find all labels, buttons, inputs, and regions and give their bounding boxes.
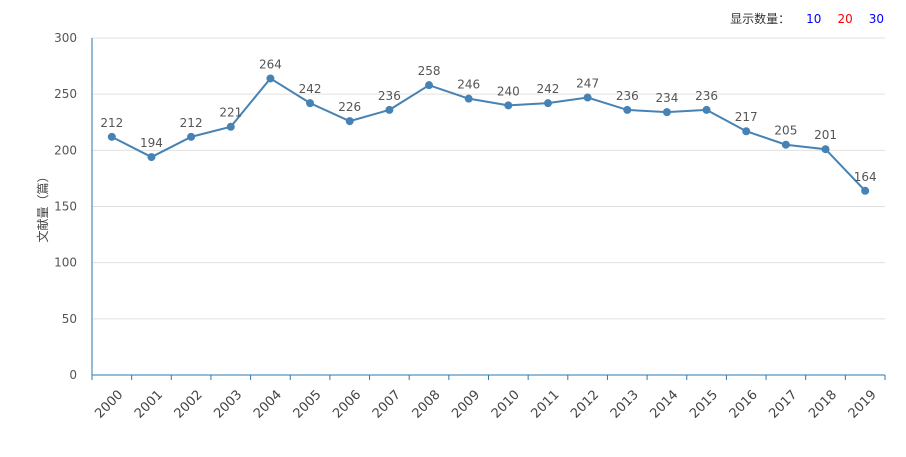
x-tick-label: 2015 (687, 388, 721, 422)
y-tick-label: 300 (54, 31, 77, 45)
x-tick-label: 2009 (449, 388, 483, 422)
y-axis-title: 文献量（篇） (35, 170, 50, 242)
y-tick-label: 100 (54, 256, 77, 270)
y-tick-label: 150 (54, 200, 77, 214)
x-tick-label: 2000 (92, 388, 126, 422)
x-tick-label: 2001 (132, 388, 166, 422)
x-tick-label: 2013 (608, 388, 642, 422)
x-tick-label: 2018 (806, 388, 840, 422)
data-label: 194 (140, 136, 163, 150)
data-point (107, 132, 116, 141)
x-tick-label: 2006 (330, 388, 364, 422)
x-tick-label: 2014 (647, 388, 681, 422)
data-point (702, 105, 711, 114)
data-label: 212 (180, 116, 203, 130)
x-tick-label: 2019 (846, 388, 880, 422)
x-tick-label: 2005 (291, 388, 325, 422)
data-label: 242 (537, 82, 560, 96)
data-label: 236 (616, 89, 639, 103)
data-label: 226 (338, 100, 361, 114)
x-tick-label: 2007 (370, 388, 404, 422)
data-point (425, 81, 434, 90)
x-tick-label: 2002 (172, 388, 206, 422)
grid-lines (92, 37, 885, 320)
data-label: 221 (219, 106, 242, 120)
data-point (266, 74, 275, 83)
data-point (385, 105, 394, 114)
display-count-option-10[interactable]: 10 (806, 11, 822, 26)
data-label: 236 (695, 89, 718, 103)
data-labels: 212 194 212 221 264 242 226 236 258 246 240 242 247 2… (100, 57, 876, 183)
display-count-control: 显示数量： 10 20 30 (730, 10, 884, 27)
data-point (662, 108, 671, 117)
data-label: 258 (418, 64, 441, 78)
x-tick-label: 2010 (489, 388, 523, 422)
x-tick-label: 2012 (568, 388, 602, 422)
data-label: 164 (854, 170, 877, 184)
data-label: 240 (497, 84, 520, 98)
data-point (543, 99, 552, 108)
data-label: 236 (378, 89, 401, 103)
y-tick-label: 50 (62, 312, 77, 326)
series-layer (107, 74, 870, 195)
data-point (623, 105, 632, 114)
display-count-option-30[interactable]: 30 (868, 11, 884, 26)
data-point (742, 127, 751, 136)
data-point (187, 132, 196, 141)
x-tick-label: 2011 (528, 388, 562, 422)
data-point (306, 99, 315, 108)
data-point (345, 117, 354, 126)
x-tick-label: 2017 (766, 388, 800, 422)
data-point (583, 93, 592, 102)
y-tick-label: 250 (54, 87, 77, 101)
x-tick-label: 2008 (410, 388, 444, 422)
x-tick-label: 2016 (727, 388, 761, 422)
y-tick-label: 200 (54, 143, 77, 157)
data-label: 242 (299, 82, 322, 96)
data-point (226, 122, 235, 131)
data-label: 201 (814, 128, 837, 142)
data-label: 205 (774, 124, 797, 138)
data-label: 217 (735, 110, 758, 124)
data-point (821, 145, 830, 154)
data-label: 247 (576, 77, 599, 91)
data-point (504, 101, 513, 110)
display-count-label: 显示数量： (730, 12, 791, 26)
display-count-option-20[interactable]: 20 (837, 11, 853, 26)
series-line (111, 77, 866, 192)
data-label: 212 (100, 116, 123, 130)
x-tick-label: 2003 (211, 388, 245, 422)
data-label: 264 (259, 57, 282, 71)
data-point (464, 94, 473, 103)
data-point (147, 153, 156, 162)
data-label: 246 (457, 78, 480, 92)
data-point (861, 186, 870, 195)
data-point (781, 140, 790, 149)
data-label: 234 (655, 91, 678, 105)
x-tick-label: 2004 (251, 388, 285, 422)
y-tick-label: 0 (69, 368, 77, 382)
